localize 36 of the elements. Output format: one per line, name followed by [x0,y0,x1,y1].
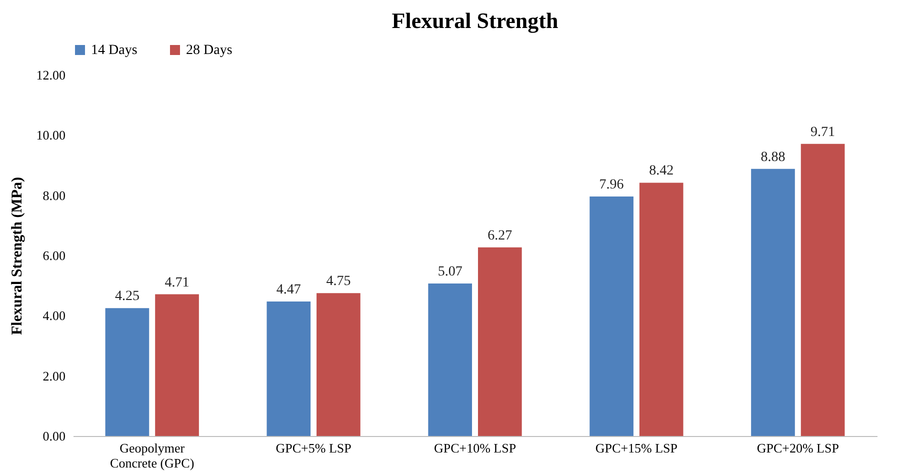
data-label: 7.96 [599,178,624,193]
chart-title: Flexural Strength [392,8,558,33]
x-tick-label: GPC+5% LSP [276,440,352,456]
y-tick-label: 8.00 [42,188,66,203]
legend-label: 14 Days [91,43,138,58]
data-label: 8.88 [760,150,786,165]
y-tick-label: 4.00 [42,308,66,324]
y-tick-label: 10.00 [36,128,66,143]
data-label: 9.71 [810,124,836,140]
bar [751,168,795,436]
x-tick-label: GPC+20% LSP [756,440,839,456]
data-label: 8.42 [649,164,674,179]
bar [266,302,311,436]
data-label: 4.25 [114,289,140,304]
x-tick-label: Geopolymer Concrete (GPC) [110,440,194,470]
bar [478,247,522,436]
data-label: 5.07 [438,264,462,280]
bar [639,182,684,436]
bar [800,144,845,436]
y-tick-label: 12.00 [36,68,66,82]
data-label: 4.75 [326,274,351,290]
y-tick-label: 2.00 [42,368,66,384]
x-tick-label: GPC+10% LSP [434,440,516,456]
bar [105,308,150,436]
bar [155,294,199,436]
bar [316,293,360,436]
bar [428,283,472,436]
data-label: 6.27 [488,228,512,244]
x-tick-label: GPC+15% LSP [595,440,678,456]
data-label: 4.47 [276,282,301,298]
bar [590,196,634,436]
data-label: 4.71 [164,275,190,290]
y-tick-label: 6.00 [42,248,66,263]
legend-label: 28 Days [186,43,232,58]
y-tick-label: 0.00 [42,428,66,444]
y-axis-title: Flexural Strength (MPa) [9,176,26,336]
